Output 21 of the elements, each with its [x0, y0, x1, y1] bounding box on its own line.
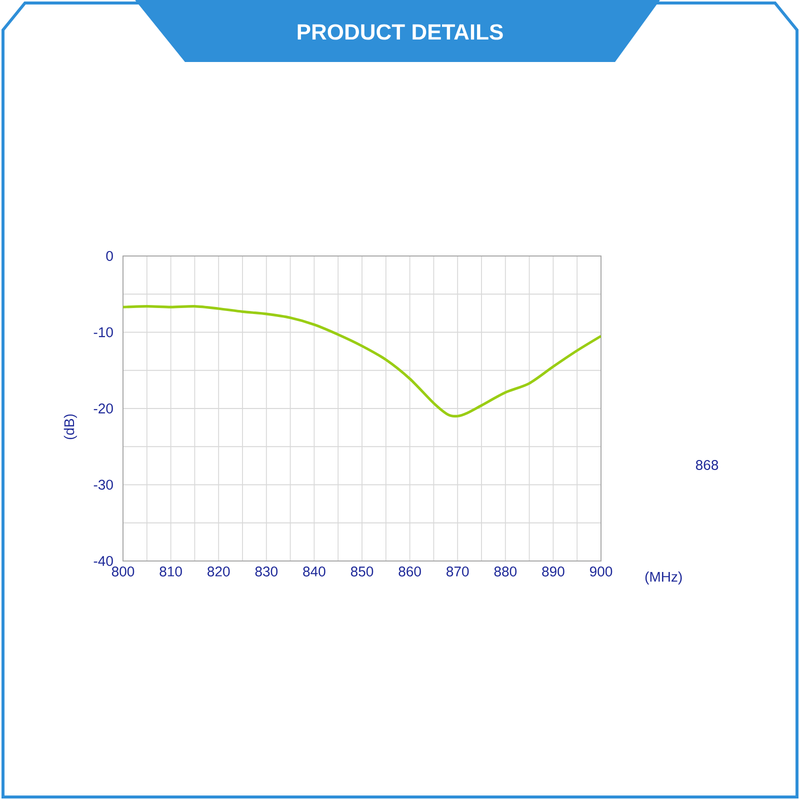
- x-tick-label: 880: [494, 566, 517, 576]
- x-tick-label: 810: [160, 566, 182, 576]
- chart-title: PRODUCT DETAILS: [298, 24, 503, 40]
- x-tick-label: 800: [112, 566, 134, 576]
- x-tick-label: 850: [350, 566, 374, 576]
- line-series: [123, 305, 602, 418]
- x-tick-label: 870: [446, 566, 469, 576]
- x-tick-label: 890: [542, 566, 564, 576]
- y-tick-label: -30: [94, 480, 113, 490]
- x-tick-label: 900: [590, 566, 612, 576]
- text: 868: [696, 460, 718, 470]
- y-tick-label: 0: [106, 251, 113, 261]
- x-tick-label: 840: [303, 566, 326, 576]
- y-tick-label: -20: [94, 404, 113, 414]
- x-tick-label: 830: [255, 566, 278, 576]
- x-axis-title: (MHz): [645, 571, 682, 585]
- x-tick-label: 820: [208, 566, 230, 576]
- y-axis-title: (dB): [64, 414, 77, 440]
- x-tick-label: 860: [398, 566, 421, 576]
- y-tick-label: -10: [94, 327, 113, 338]
- y-tick-label: -40: [94, 556, 113, 566]
